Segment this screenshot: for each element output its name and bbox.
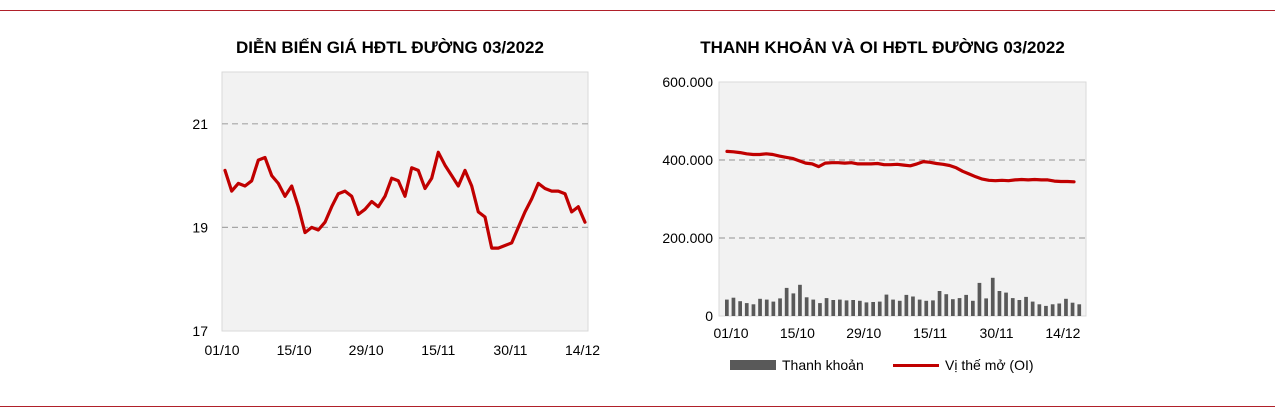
liquidity-bar xyxy=(851,300,855,316)
price-x-tick-label: 30/11 xyxy=(493,342,527,358)
liquidity-x-tick-label: 15/10 xyxy=(780,325,815,341)
liquidity-bar xyxy=(784,287,789,316)
liquidity-bar xyxy=(1017,300,1022,316)
liquidity-bar xyxy=(911,296,915,316)
liquidity-bar xyxy=(944,294,949,316)
liquidity-y-tick-label: 600.000 xyxy=(662,74,713,90)
price-series-line xyxy=(223,150,587,250)
price-x-tick-label: 15/10 xyxy=(277,342,312,358)
liquidity-bar xyxy=(997,291,1002,316)
liquidity-bar xyxy=(864,302,869,316)
liquidity-x-tick-label: 01/10 xyxy=(713,325,748,341)
liquidity-bar xyxy=(1004,292,1008,316)
liquidity-oi-chart: 0 200.000 400.000 600.000 01/10 15/10 29/10 15/… xyxy=(662,74,1087,341)
price-x-tick-label: 14/12 xyxy=(565,342,600,358)
liquidity-bar xyxy=(751,304,756,316)
oi-series-line xyxy=(725,149,1076,184)
liquidity-bar xyxy=(957,298,962,316)
liquidity-bar xyxy=(1024,296,1028,316)
liquidity-bar xyxy=(984,298,988,316)
liquidity-bar xyxy=(871,302,875,316)
top-divider xyxy=(0,10,1275,11)
liquidity-bar xyxy=(884,294,889,316)
liquidity-x-tick-label: 29/10 xyxy=(846,325,881,341)
liquidity-bar xyxy=(844,300,849,316)
liquidity-bar xyxy=(1077,304,1082,316)
liquidity-bar xyxy=(1064,298,1068,316)
bottom-divider xyxy=(0,406,1275,407)
liquidity-bar xyxy=(1010,298,1015,316)
price-x-tick-label: 29/10 xyxy=(349,342,384,358)
liquidity-bar xyxy=(1037,304,1042,316)
price-chart-title: DIỄN BIẾN GIÁ HĐTL ĐƯỜNG 03/2022 xyxy=(236,38,544,57)
liquidity-bar xyxy=(977,282,982,316)
liquidity-x-tick-label: 15/11 xyxy=(913,325,947,341)
liquidity-bar xyxy=(731,297,736,316)
legend-liquidity: Thanh khoản xyxy=(730,357,864,373)
liquidity-bar xyxy=(838,299,842,316)
legend-bar-swatch xyxy=(730,360,776,370)
liquidity-bar xyxy=(764,299,769,316)
liquidity-bar xyxy=(937,291,942,316)
liquidity-y-tick-label: 400.000 xyxy=(662,152,713,168)
price-y-tick-label: 19 xyxy=(192,219,208,235)
legend-line-swatch xyxy=(893,363,939,367)
liquidity-bar xyxy=(964,294,968,316)
liquidity-plot-area xyxy=(718,81,1087,317)
liquidity-bar xyxy=(811,299,816,316)
liquidity-bar xyxy=(897,300,902,316)
price-x-tick-label: 15/11 xyxy=(421,342,455,358)
liquidity-bar xyxy=(1070,302,1075,316)
liquidity-bar xyxy=(858,300,862,316)
liquidity-chart-title: THANH KHOẢN VÀ OI HĐTL ĐƯỜNG 03/2022 xyxy=(700,38,1065,57)
liquidity-x-tick-label: 30/11 xyxy=(980,325,1014,341)
liquidity-bar xyxy=(931,300,935,316)
liquidity-bar xyxy=(791,293,796,316)
liquidity-bar xyxy=(831,300,836,316)
price-plot-area xyxy=(221,71,589,332)
liquidity-y-tick-label: 200.000 xyxy=(662,230,713,246)
liquidity-bar xyxy=(818,303,822,316)
price-chart: 17 19 21 01/10 15/10 29/10 15/11 30/11 14/12 xyxy=(192,71,600,358)
price-x-tick-label: 01/10 xyxy=(204,342,239,358)
liquidity-bar xyxy=(778,298,782,316)
liquidity-bar xyxy=(1050,304,1055,316)
liquidity-bar xyxy=(771,301,776,316)
liquidity-bar xyxy=(758,298,762,316)
liquidity-bar xyxy=(904,294,909,316)
liquidity-bar xyxy=(990,277,995,316)
liquidity-bar xyxy=(824,298,829,316)
legend-oi: Vị thế mở (OI) xyxy=(893,357,1034,373)
price-y-tick-label: 17 xyxy=(192,323,208,339)
liquidity-bar xyxy=(917,299,922,316)
liquidity-x-tick-label: 14/12 xyxy=(1045,325,1080,341)
price-y-tick-label: 21 xyxy=(192,116,208,132)
liquidity-bar xyxy=(971,300,975,316)
liquidity-bar xyxy=(804,297,809,316)
liquidity-bar xyxy=(744,303,749,316)
liquidity-bar xyxy=(738,301,742,316)
liquidity-bar xyxy=(891,299,895,316)
legend-oi-label: Vị thế mở (OI) xyxy=(945,357,1034,373)
liquidity-bar xyxy=(725,299,729,316)
liquidity-bar xyxy=(1044,305,1048,316)
liquidity-bar xyxy=(877,301,882,316)
liquidity-bar xyxy=(924,300,929,316)
liquidity-bar xyxy=(798,284,802,316)
liquidity-bar xyxy=(951,299,955,316)
legend-liquidity-label: Thanh khoản xyxy=(782,357,864,373)
liquidity-y-tick-label: 0 xyxy=(705,308,713,324)
liquidity-bar xyxy=(1030,301,1035,316)
liquidity-bar xyxy=(1057,303,1062,316)
